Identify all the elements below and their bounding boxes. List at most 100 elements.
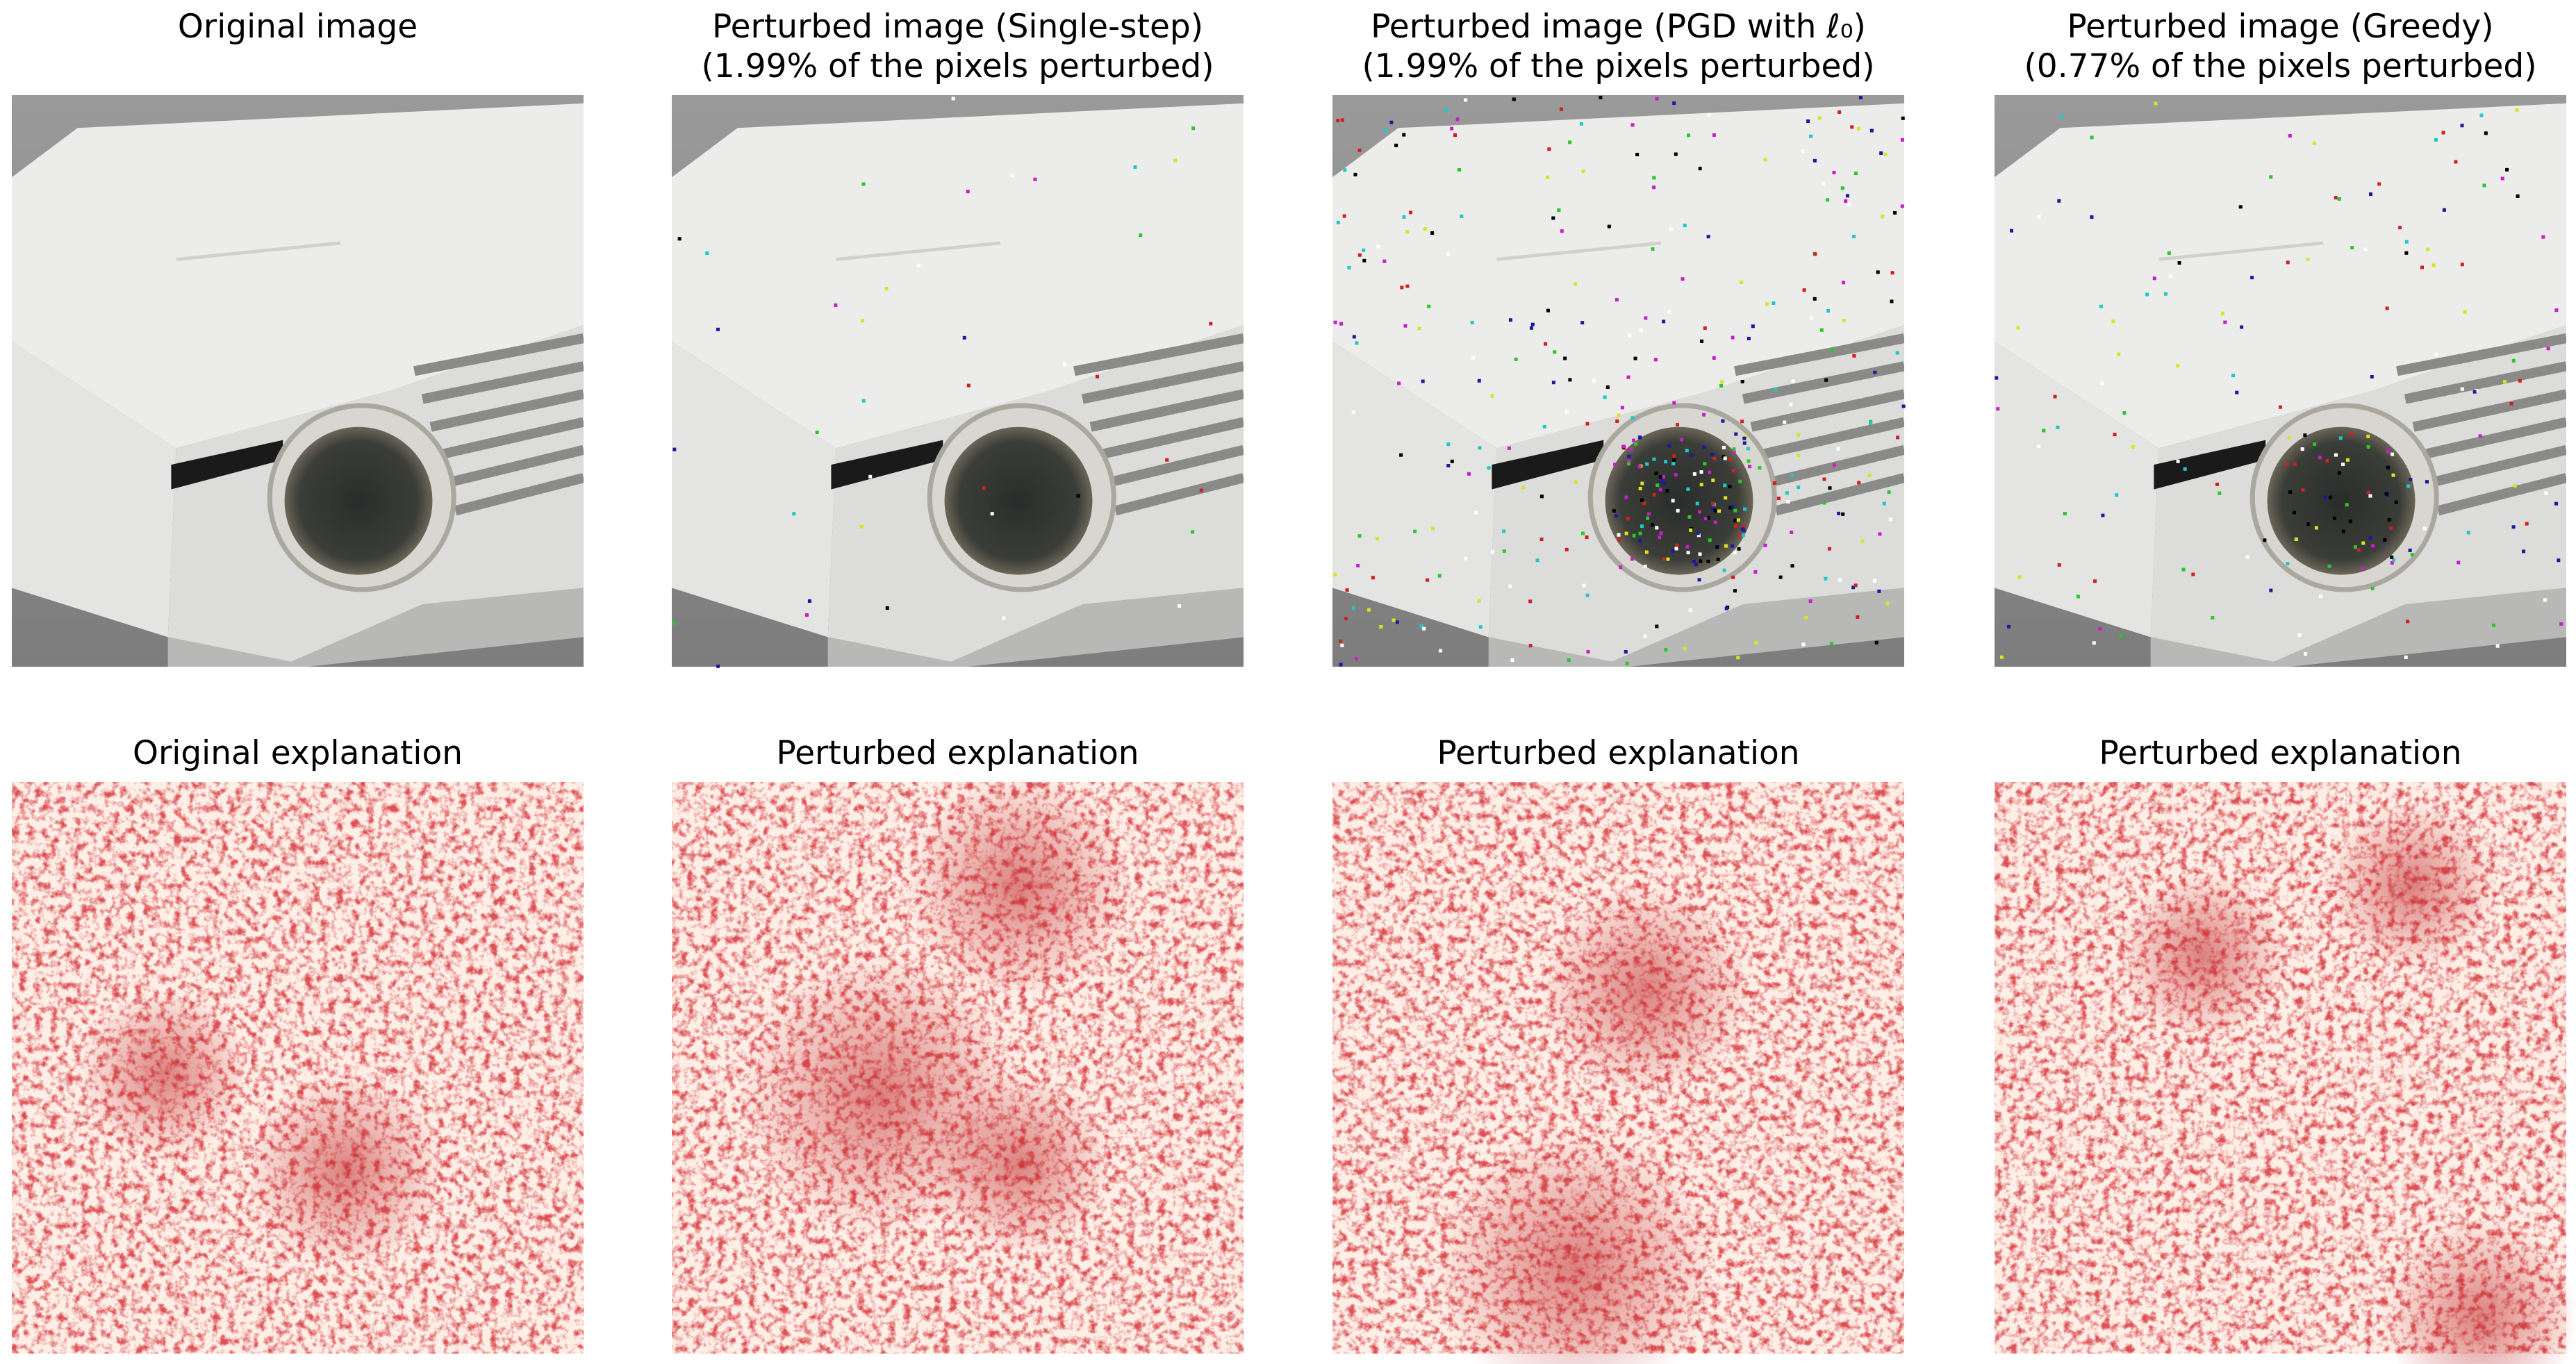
perturbed-pixel [2460,124,2464,128]
perturbed-pixel [1672,101,1676,106]
perturbed-pixel [1765,302,1769,306]
perturbed-pixel [1995,376,1999,380]
perturbed-pixel [2092,641,2096,645]
perturbed-pixel [1707,113,1711,117]
perturbed-pixel [2457,560,2461,565]
heatmap-hotspot [248,1074,443,1268]
perturbed-pixel [1685,449,1689,453]
perturbed-pixel [2559,622,2563,626]
perturbed-pixel [1852,354,1856,358]
perturbed-pixel [1713,508,1717,513]
perturbed-pixel [2163,292,2168,296]
perturbed-pixel [1564,410,1569,414]
perturbed-pixel [1751,324,1755,328]
perturbed-pixel [1652,457,1656,461]
perturbed-pixel [1508,318,1512,322]
perturbed-pixel [1450,126,1454,131]
perturbed-pixel [1708,538,1712,542]
perturbed-pixel [2329,495,2333,499]
perturbed-pixel [1628,333,1632,338]
perturbed-pixel [2368,192,2372,197]
perturbed-pixel [2090,135,2094,140]
perturbed-pixel [1740,380,1744,384]
perturbed-pixel [2100,381,2104,385]
perturbed-pixel [2509,402,2513,406]
perturbed-pixel [2391,473,2395,477]
perturbed-pixel [1703,326,1707,330]
perturbed-pixel [1853,583,1858,588]
perturbed-pixel [1826,309,1831,313]
projector-image [12,95,584,667]
perturbed-pixel [2353,545,2357,549]
perturbed-pixel [1336,220,1340,224]
perturbed-pixel [677,237,682,241]
perturbed-pixel [2284,463,2288,467]
perturbed-pixel [1209,322,1213,326]
perturbed-pixel [1340,643,1344,647]
perturbed-pixel [2404,251,2409,255]
perturbed-pixel [804,613,809,617]
perturbed-pixel [1352,606,1356,610]
perturbed-pixel [1417,326,1421,331]
perturbed-pixel [1546,175,1550,179]
perturbed-pixel [1437,574,1442,578]
perturbed-pixel [1612,508,1616,513]
perturbed-pixel [1731,575,1735,579]
perturbed-pixel [1822,477,1826,481]
perturbed-pixel [1786,500,1790,504]
perturbed-pixel [1617,533,1621,537]
perturbed-pixel [1716,558,1720,562]
perturbed-pixel [1502,549,1506,554]
perturbed-pixel [1553,350,1557,354]
perturbed-pixel [2554,308,2559,313]
perturbed-pixel [1836,447,1840,451]
perturbed-pixel [1832,463,1836,467]
perturbed-pixel [1173,158,1178,163]
perturbed-pixel [2056,425,2060,429]
perturbed-pixel [2286,260,2290,265]
perturbed-pixel [1643,565,1647,569]
perturbed-pixel [1413,529,1417,533]
perturbed-pixel [2511,525,2516,529]
panel-title: Perturbed image (Greedy) [2067,8,2493,46]
perturbed-pixel [1394,143,1398,147]
perturbed-pixel [1521,485,1525,490]
perturbed-pixel [1747,465,1751,469]
perturbed-pixel [2389,526,2393,530]
perturbed-pixel [2235,390,2239,394]
perturbed-pixel [2177,261,2181,265]
perturbed-pixel [2377,182,2381,186]
perturbed-pixel [1613,463,1617,467]
perturbed-pixel [1785,491,1789,495]
perturbed-pixel [1651,523,1655,527]
perturbed-pixel [1439,649,1443,653]
perturbed-pixel [1400,285,1404,290]
perturbed-pixel [1826,198,1830,202]
perturbed-pixel [1460,214,1464,218]
heatmap-hotspot [2384,1220,2576,1364]
perturbed-pixel [1733,524,1737,528]
perturbed-pixel [861,399,866,403]
perturbed-pixel [2122,411,2127,415]
perturbed-pixel [1599,95,1603,99]
perturbed-pixel [1672,401,1676,405]
perturbed-pixel [1813,158,1817,163]
perturbed-pixel [2345,458,2350,462]
perturbed-pixel [2386,449,2391,454]
perturbed-pixel [2099,304,2103,308]
perturbed-pixel [1724,544,1728,548]
perturbed-pixel [1790,564,1794,568]
perturbed-pixel [2554,501,2558,506]
perturbed-pixel [2463,310,2467,314]
perturbed-pixel [1847,202,1851,206]
projector-image [1995,95,2566,667]
perturbed-pixel [1736,518,1740,522]
perturbed-pixel [1722,568,1726,572]
perturbed-pixel [1490,394,1494,398]
panel-subtitle: (1.99% of the pixels perturbed) [1362,47,1874,85]
perturbed-pixel [2191,572,2195,576]
perturbed-pixel [1711,479,1715,483]
perturbed-pixel [1671,549,1675,553]
perturbed-pixel [1662,319,1666,324]
perturbed-pixel [792,512,796,516]
